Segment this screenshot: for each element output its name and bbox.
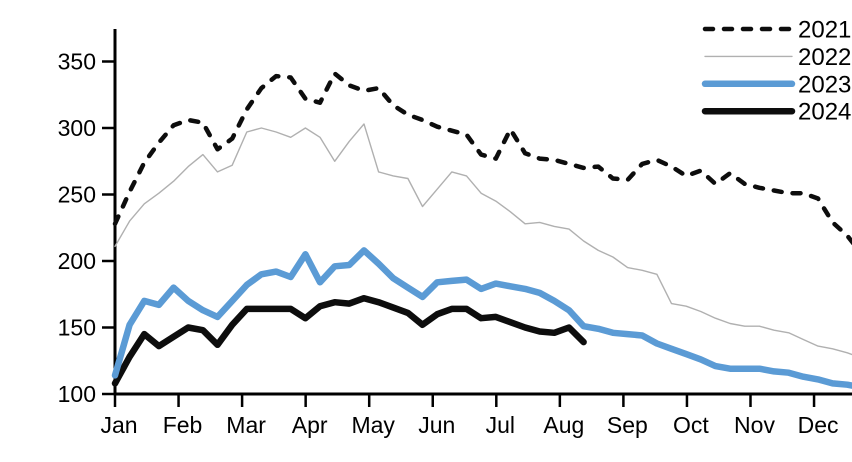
x-tick-label: Mar <box>226 412 266 438</box>
line-chart: 100 150 200 250 300 350 Jan Feb Mar Apr May Jun Jul A… <box>40 16 852 446</box>
legend-item-2023: 2023 <box>705 71 851 98</box>
legend-item-2021: 2021 <box>705 17 851 44</box>
y-tick-label: 350 <box>58 49 96 75</box>
x-tick-label: May <box>351 412 395 438</box>
x-tick-label: Jan <box>100 412 137 438</box>
series-line-2023 <box>115 250 852 394</box>
y-axis-ticks: 100 150 200 250 300 350 <box>58 49 115 408</box>
x-tick-label: Sep <box>607 412 648 438</box>
series-line-2021 <box>115 74 852 255</box>
series-line-2024 <box>115 298 584 383</box>
legend-label: 2024 <box>798 99 851 126</box>
x-axis-ticks: Jan Feb Mar Apr May Jun Jul Aug Sep Oct Nov Dec <box>100 394 838 438</box>
x-tick-label: Apr <box>292 412 328 438</box>
x-tick-label: Dec <box>798 412 839 438</box>
series-group <box>115 74 852 395</box>
legend-label: 2022 <box>798 44 851 71</box>
y-tick-label: 250 <box>58 182 96 208</box>
legend-label: 2021 <box>798 17 851 44</box>
y-tick-label: 100 <box>58 381 96 407</box>
x-tick-label: Nov <box>734 412 775 438</box>
y-tick-label: 200 <box>58 248 96 274</box>
y-tick-label: 150 <box>58 315 96 341</box>
y-tick-label: 300 <box>58 115 96 141</box>
x-tick-label: Feb <box>163 412 203 438</box>
x-tick-label: Aug <box>543 412 584 438</box>
x-tick-label: Oct <box>673 412 709 438</box>
line-chart-figure: 100 150 200 250 300 350 Jan Feb Mar Apr May Jun Jul A… <box>40 16 852 446</box>
x-tick-label: Jul <box>486 412 515 438</box>
legend-item-2024: 2024 <box>705 99 851 126</box>
legend-item-2022: 2022 <box>705 44 851 71</box>
x-tick-label: Jun <box>418 412 455 438</box>
legend-label: 2023 <box>798 71 851 98</box>
